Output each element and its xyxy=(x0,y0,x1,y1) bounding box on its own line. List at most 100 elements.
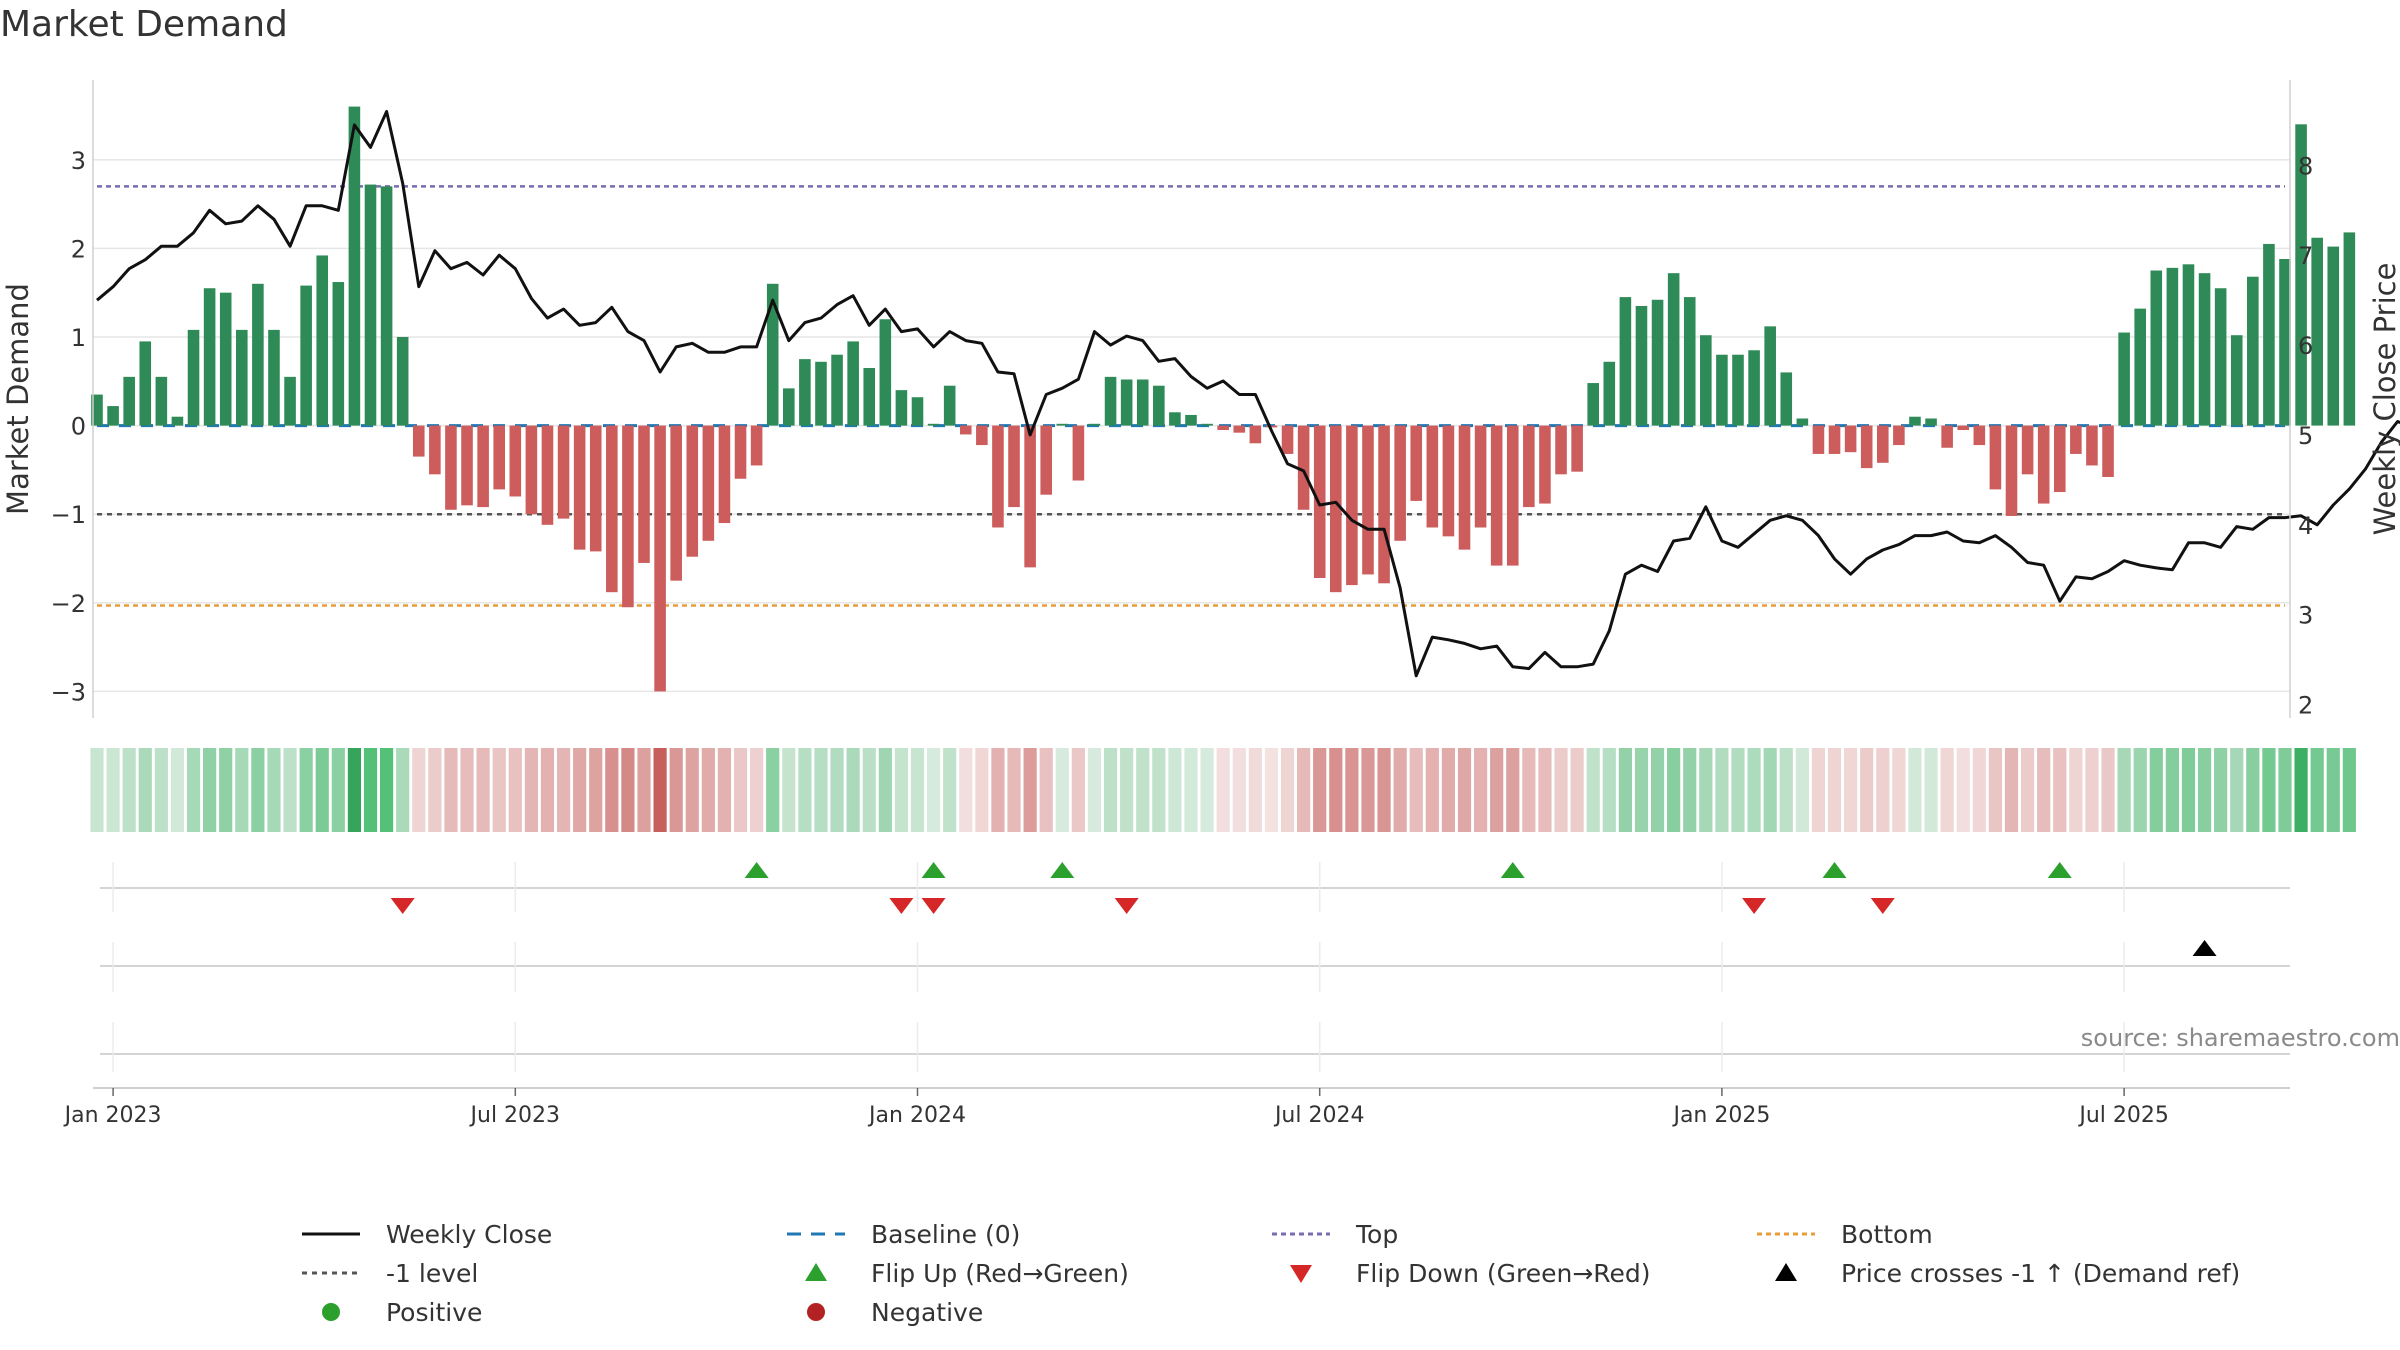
legend-label: Price crosses -1 ↑ (Demand ref) xyxy=(1841,1258,2241,1288)
demand-bar-positive xyxy=(895,390,908,426)
demand-bar-positive xyxy=(927,423,940,426)
demand-bar-positive xyxy=(2166,267,2179,426)
y-tick-label: 2 xyxy=(71,235,86,263)
heat-cell xyxy=(1490,748,1504,832)
legend-item-positive: Positive xyxy=(300,1294,482,1330)
demand-bar-positive xyxy=(1619,297,1632,426)
heat-cell xyxy=(1280,748,1295,832)
heat-cell xyxy=(2004,748,2019,832)
dotted-line-icon xyxy=(1757,1232,1815,1236)
demand-bar-positive xyxy=(2247,276,2259,426)
heat-cell xyxy=(894,748,909,832)
demand-bar-positive xyxy=(863,367,876,426)
demand-bar-positive xyxy=(123,376,135,426)
demand-bar-negative xyxy=(1571,425,1583,472)
demand-bar-negative xyxy=(525,425,538,515)
demand-bar-negative xyxy=(2070,425,2082,454)
heat-cell xyxy=(1087,748,1102,832)
demand-bar-positive xyxy=(1185,414,1197,426)
heat-cell xyxy=(203,748,217,832)
heat-cell xyxy=(299,748,313,832)
heat-cell xyxy=(798,748,812,832)
heat-cell xyxy=(2214,748,2228,832)
demand-bar-negative xyxy=(992,425,1004,528)
heat-cell xyxy=(830,748,844,832)
demand-bar-positive xyxy=(1651,299,1664,426)
y-tick-label: −1 xyxy=(51,501,86,529)
heat-cell xyxy=(2037,748,2051,832)
heat-cell xyxy=(1232,748,1246,832)
heat-cell xyxy=(782,748,796,832)
demand-bar-positive xyxy=(396,336,409,426)
legend-item-flip-up: Flip Up (Red→Green) xyxy=(785,1255,1129,1291)
heat-cell xyxy=(315,748,329,832)
heat-cell xyxy=(1956,748,1970,832)
heat-cell xyxy=(122,748,136,832)
demand-bar-negative xyxy=(670,425,682,581)
legend-label: Flip Up (Red→Green) xyxy=(871,1258,1129,1288)
flip-down-marker xyxy=(390,898,415,914)
heat-cell xyxy=(1457,748,1472,832)
heat-cell xyxy=(2262,748,2276,832)
demand-bar-positive xyxy=(1201,423,1213,426)
heat-cell xyxy=(1667,748,1681,832)
heat-cell xyxy=(1103,748,1118,832)
heat-cell xyxy=(1940,748,1954,832)
demand-bar-positive xyxy=(2263,243,2275,426)
heat-cell xyxy=(2342,748,2356,832)
demand-bar-positive xyxy=(316,255,329,426)
legend-label: Flip Down (Green→Red) xyxy=(1356,1258,1651,1288)
y-tick-label: 1 xyxy=(71,324,86,352)
demand-bar-positive xyxy=(879,319,892,426)
demand-bar-negative xyxy=(718,425,731,524)
heat-cell xyxy=(219,748,233,832)
demand-bar-positive xyxy=(332,282,345,426)
price-cross-marker xyxy=(2192,940,2217,956)
heat-cell xyxy=(540,748,555,832)
heat-cell xyxy=(717,748,732,832)
heat-cell xyxy=(1168,748,1182,832)
circle-icon xyxy=(807,1303,825,1321)
demand-bar-positive xyxy=(236,329,248,426)
demand-bars xyxy=(91,106,2356,692)
demand-bar-negative xyxy=(573,425,586,550)
heat-cell xyxy=(814,748,828,832)
demand-bar-negative xyxy=(1490,425,1503,566)
demand-bar-positive xyxy=(91,394,103,426)
demand-bar-negative xyxy=(1506,425,1519,566)
demand-bar-negative xyxy=(1072,425,1085,481)
heat-cell xyxy=(1763,748,1777,832)
heat-cell xyxy=(1827,748,1842,832)
demand-bar-negative xyxy=(1378,425,1390,584)
solid-line-icon xyxy=(302,1232,360,1236)
heat-cell xyxy=(1747,748,1761,832)
heat-cell xyxy=(2053,748,2067,832)
legend-item-baseline: Baseline (0) xyxy=(785,1216,1020,1252)
heat-cell xyxy=(1023,748,1037,832)
demand-bar-negative xyxy=(1008,425,1020,508)
heat-cell xyxy=(1683,748,1697,832)
demand-bar-negative xyxy=(1217,425,1229,431)
demand-bar-negative xyxy=(1265,425,1278,428)
demand-bar-positive xyxy=(171,416,184,426)
flip-up-marker xyxy=(744,862,769,878)
demand-bar-negative xyxy=(412,425,425,457)
y-axis-title: Market Demand xyxy=(1,283,35,515)
heat-cell xyxy=(1361,748,1375,832)
heat-cell xyxy=(1811,748,1826,832)
demand-bar-positive xyxy=(155,376,168,426)
demand-bar-negative xyxy=(976,425,988,446)
heat-cell xyxy=(331,748,345,832)
demand-bar-positive xyxy=(364,184,377,426)
demand-bar-positive xyxy=(1120,379,1133,426)
heat-cell xyxy=(1039,748,1053,832)
legend-label: Baseline (0) xyxy=(871,1219,1021,1249)
demand-bar-negative xyxy=(1362,425,1374,575)
heat-cell xyxy=(1055,748,1069,832)
demand-bar-negative xyxy=(1458,425,1471,550)
demand-bar-negative xyxy=(1973,425,1986,446)
heat-cell xyxy=(2294,748,2308,832)
heat-cell xyxy=(1715,748,1729,832)
demand-bar-negative xyxy=(1989,425,2002,490)
triangle-up-icon xyxy=(1775,1263,1797,1281)
